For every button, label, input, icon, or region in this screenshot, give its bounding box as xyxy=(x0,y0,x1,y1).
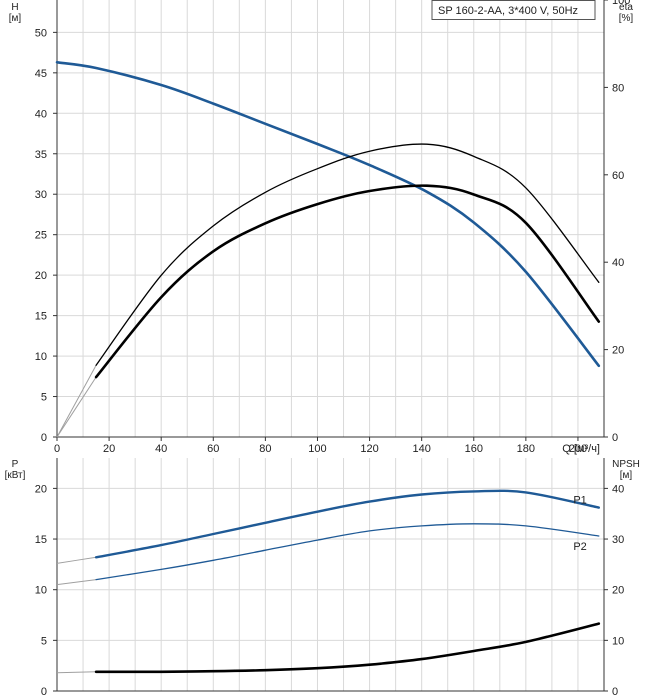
y-left-tick-label: 10 xyxy=(35,351,47,363)
y-right-tick-label: 80 xyxy=(612,82,624,94)
y-axis-right-unit: [м] xyxy=(620,470,633,481)
y-left-tick-label: 20 xyxy=(35,270,47,282)
y-axis-right-title: NPSH xyxy=(612,459,640,470)
y-left-tick-label: 15 xyxy=(35,534,47,546)
x-tick-label: 20 xyxy=(103,443,115,455)
y-left-tick-label: 20 xyxy=(35,483,47,495)
x-axis-label: Q [м³/ч] xyxy=(562,443,600,455)
curve-P1-extension xyxy=(56,556,97,564)
y-right-tick-label: 20 xyxy=(612,585,624,597)
curve-H xyxy=(55,61,601,368)
x-tick-label: 60 xyxy=(207,443,219,455)
curve-eta-2-extension xyxy=(56,376,97,438)
y-right-tick-label: 10 xyxy=(612,635,624,647)
curve-P1 xyxy=(94,489,600,559)
y-right-tick-label: 40 xyxy=(612,257,624,269)
y-left-tick-label: 50 xyxy=(35,27,47,39)
y-left-tick-label: 25 xyxy=(35,230,47,242)
curve-eta-2 xyxy=(94,184,601,379)
y-left-tick-label: 0 xyxy=(41,686,47,698)
chart-1 xyxy=(53,0,608,441)
plot-area xyxy=(57,458,604,691)
y-right-tick-label: 20 xyxy=(612,345,624,357)
series-label-P2: P2 xyxy=(573,541,586,553)
y-right-tick-label: 40 xyxy=(612,483,624,495)
y-right-tick-label: 0 xyxy=(612,432,618,444)
legend-box xyxy=(431,0,596,20)
x-tick-label: 140 xyxy=(412,443,430,455)
y-left-tick-label: 15 xyxy=(35,311,47,323)
y-axis-right-unit: [%] xyxy=(619,13,634,24)
x-tick-label: 160 xyxy=(465,443,483,455)
y-left-tick-label: 0 xyxy=(41,432,47,444)
y-right-tick-label: 0 xyxy=(612,686,618,698)
y-right-tick-label: 30 xyxy=(612,534,624,546)
x-tick-label: 200 xyxy=(569,443,587,455)
y-left-tick-label: 10 xyxy=(35,585,47,597)
y-axis-left-title: P xyxy=(12,459,19,470)
curve-P2-extension xyxy=(56,579,97,586)
y-axis-right-title: eta xyxy=(619,2,633,13)
y-left-tick-label: 45 xyxy=(35,68,47,80)
y-axis-left-unit: [м] xyxy=(9,13,22,24)
curve-NPSH-extension xyxy=(56,671,97,674)
y-axis-left-title: H xyxy=(11,2,18,13)
chart-2 xyxy=(53,458,608,692)
y-left-tick-label: 30 xyxy=(35,189,47,201)
y-left-tick-label: 5 xyxy=(41,635,47,647)
curve-eta-1 xyxy=(95,143,600,366)
x-tick-label: 40 xyxy=(155,443,167,455)
y-axis-left-unit: [кВт] xyxy=(5,470,26,481)
y-left-tick-label: 5 xyxy=(41,392,47,404)
y-left-tick-label: 35 xyxy=(35,149,47,161)
curve-P2 xyxy=(95,523,600,581)
x-tick-label: 120 xyxy=(360,443,378,455)
y-right-tick-label: 60 xyxy=(612,170,624,182)
series-label-P1: P1 xyxy=(573,495,586,507)
x-tick-label: 180 xyxy=(517,443,535,455)
curve-NPSH xyxy=(94,622,601,674)
y-right-tick-label: 100 xyxy=(612,0,630,7)
legend-box-label: SP 160-2-AA, 3*400 V, 50Hz xyxy=(438,5,578,17)
y-left-tick-label: 40 xyxy=(35,108,47,120)
x-tick-label: 80 xyxy=(259,443,271,455)
x-tick-label: 100 xyxy=(308,443,326,455)
x-tick-label: 0 xyxy=(54,443,60,455)
